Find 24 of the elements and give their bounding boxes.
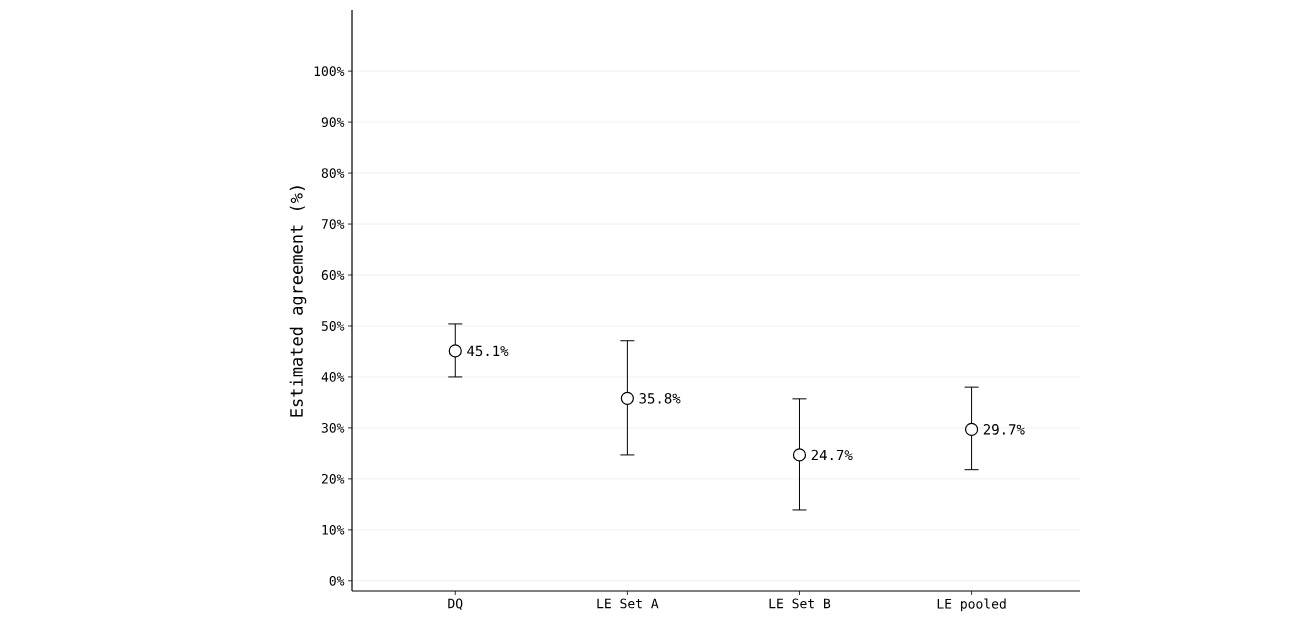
y-tick-label: 90% <box>321 117 345 128</box>
y-tick-label: 20% <box>321 473 345 484</box>
data-label: 45.1% <box>467 345 509 357</box>
point <box>620 391 634 405</box>
y-tick-label: 50% <box>321 321 345 331</box>
point <box>964 422 979 437</box>
y-tick-label: 0% <box>329 575 345 586</box>
x-tick-label: DQ <box>448 598 463 610</box>
x-tick-label: LE Set A <box>597 598 659 609</box>
y-tick-label: 80% <box>321 168 345 178</box>
y-tick-label: 100% <box>314 66 345 77</box>
y-tick-label: 40% <box>321 372 345 382</box>
y-axis-title: Estimated agreement (%) <box>289 186 307 417</box>
data-label: 35.8% <box>639 393 681 404</box>
data-label: 24.7% <box>811 449 853 461</box>
point <box>448 344 462 358</box>
point <box>792 448 807 462</box>
y-tick-label: 70% <box>321 219 345 229</box>
y-tick-label: 60% <box>321 270 345 280</box>
data-label: 29.7% <box>983 424 1025 435</box>
x-tick-label: LE pooled <box>937 598 1006 612</box>
y-tick-label: 10% <box>322 524 345 535</box>
x-tick-label: LE Set B <box>769 598 831 609</box>
y-tick-label: 30% <box>321 422 345 433</box>
